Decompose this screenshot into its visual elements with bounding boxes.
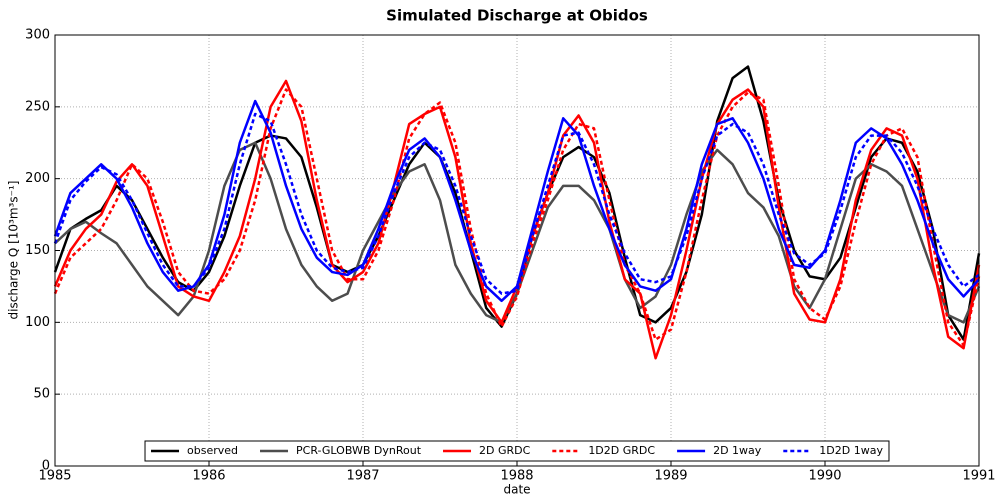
y-tick-label: 150 [25,243,50,258]
legend-label: observed [187,444,238,457]
x-tick-label: 1991 [962,469,995,484]
x-tick-label: 1986 [192,469,225,484]
x-axis-label: date [503,483,530,497]
chart-title: Simulated Discharge at Obidos [386,7,648,25]
y-tick-label: 100 [25,315,50,330]
x-tick-label: 1988 [500,469,533,484]
y-tick-label: 0 [42,459,50,474]
y-tick-label: 50 [33,387,50,402]
legend-label: 1D2D 1way [819,444,883,457]
y-tick-label: 250 [25,99,50,114]
legend-label: PCR-GLOBWB DynRout [296,444,422,457]
series-line [53,88,981,347]
y-tick-label: 200 [25,171,50,186]
legend-label: 1D2D GRDC [588,444,655,457]
x-tick-label: 1990 [808,469,841,484]
x-tick-label: 1987 [346,469,379,484]
x-tick-label: 1985 [38,469,71,484]
legend: observed PCR-GLOBWB DynRout 2D GRDC 1D2D GR… [144,440,890,462]
legend-frame [144,440,890,462]
series-line [53,112,980,295]
plot-frame [54,34,980,467]
y-tick-label: 300 [25,28,50,43]
y-axis-label: discharge Q [10³m³s⁻¹] [7,181,21,320]
legend-label: 2D 1way [713,444,762,457]
x-tick-label: 1989 [654,469,687,484]
legend-label: 2D GRDC [479,444,531,457]
